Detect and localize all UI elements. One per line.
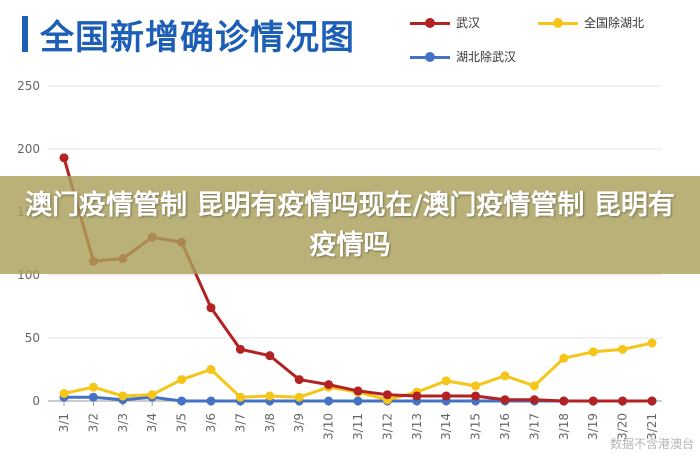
data-point-national [588,347,598,357]
x-tick-label: 3/1 [57,413,71,432]
title-accent-bar [22,16,28,52]
data-point-wuhan [382,390,392,400]
x-tick-label: 3/20 [616,413,630,440]
x-tick-label: 3/15 [469,413,483,440]
legend-label-wuhan: 武汉 [456,16,481,30]
legend-dot-hubei [425,51,435,62]
x-tick-label: 3/17 [527,413,541,440]
headline-text: 澳门疫情管制 昆明有疫情吗现在/澳门疫情管制 昆明有疫情吗 [25,190,675,261]
x-tick-label: 3/9 [292,413,306,432]
data-point-national [59,388,69,398]
data-point-wuhan [59,153,69,163]
data-point-wuhan [441,391,451,401]
legend-item-national: 全国除湖北 [538,14,644,31]
data-point-national [206,365,216,374]
data-point-national [529,381,539,391]
x-tick-label: 3/4 [145,413,159,432]
legend-swatch-national [538,17,578,29]
headline-banner [0,176,700,274]
x-tick-label: 3/10 [322,413,336,440]
legend-label-hubei: 湖北除武汉 [456,50,517,64]
data-point-hubei [88,392,98,402]
data-point-wuhan [471,391,481,401]
data-point-wuhan [559,396,569,406]
data-point-national [647,338,657,348]
x-tick-label: 3/13 [410,413,424,440]
legend-label-national: 全国除湖北 [584,16,645,30]
data-point-hubei [177,396,187,406]
x-tick-label: 3/11 [351,413,365,440]
y-tick-label: 0 [32,394,40,408]
data-point-wuhan [529,395,539,405]
chart-title: 全国新增确诊情况图 [40,18,355,58]
x-tick-label: 3/21 [645,413,659,440]
x-tick-label: 3/6 [204,413,218,432]
data-point-hubei [324,396,334,406]
data-point-national [618,344,628,354]
legend-dot-wuhan [425,17,435,28]
chart-legend: 武汉 全国除湖北 湖北除武汉 [410,14,695,74]
x-tick-label: 3/8 [263,413,277,432]
data-point-wuhan [412,391,422,401]
legend-dot-national [553,17,563,28]
data-point-hubei [353,396,363,406]
y-tick-label: 50 [25,331,40,345]
data-point-national [235,392,245,402]
x-tick-label: 3/16 [498,413,512,440]
legend-swatch-wuhan [410,17,450,29]
data-point-wuhan [265,351,275,361]
data-point-wuhan [294,375,304,385]
data-point-wuhan [206,303,216,313]
data-point-national [118,391,128,401]
data-point-wuhan [353,386,363,396]
data-point-wuhan [588,396,598,406]
x-tick-label: 3/5 [175,413,189,432]
data-point-wuhan [618,396,628,406]
data-point-wuhan [647,396,657,406]
data-point-national [441,376,451,386]
legend-item-wuhan: 武汉 [410,14,480,31]
y-tick-label: 250 [17,79,40,93]
data-point-national [559,353,569,363]
data-point-wuhan [235,344,245,354]
watermark: 数据不含港澳台 [609,437,694,451]
data-point-wuhan [500,395,510,405]
data-point-national [471,381,481,391]
data-point-national [294,392,304,402]
x-tick-label: 3/19 [586,413,600,440]
data-point-national [147,390,157,400]
data-point-national [500,371,510,381]
legend-swatch-hubei [410,51,450,63]
legend-item-hubei: 湖北除武汉 [410,48,516,65]
data-point-wuhan [324,380,334,390]
x-tick-label: 3/7 [233,413,247,432]
x-tick-labels: 3/1 3/2 3/3 3/4 3/5 3/6 3/7 3/8 3/9 3/10 3/11 3/12 3… [57,413,659,440]
data-point-national [177,375,187,385]
x-tick-label: 3/14 [439,413,453,440]
data-point-national [88,382,98,392]
data-point-national [265,391,275,401]
x-tick-label: 3/2 [86,413,100,432]
x-tick-label: 3/3 [116,413,130,432]
x-tick-label: 3/12 [380,413,394,440]
data-point-hubei [206,396,216,406]
y-tick-label: 200 [17,142,40,156]
x-tick-label: 3/18 [557,413,571,440]
